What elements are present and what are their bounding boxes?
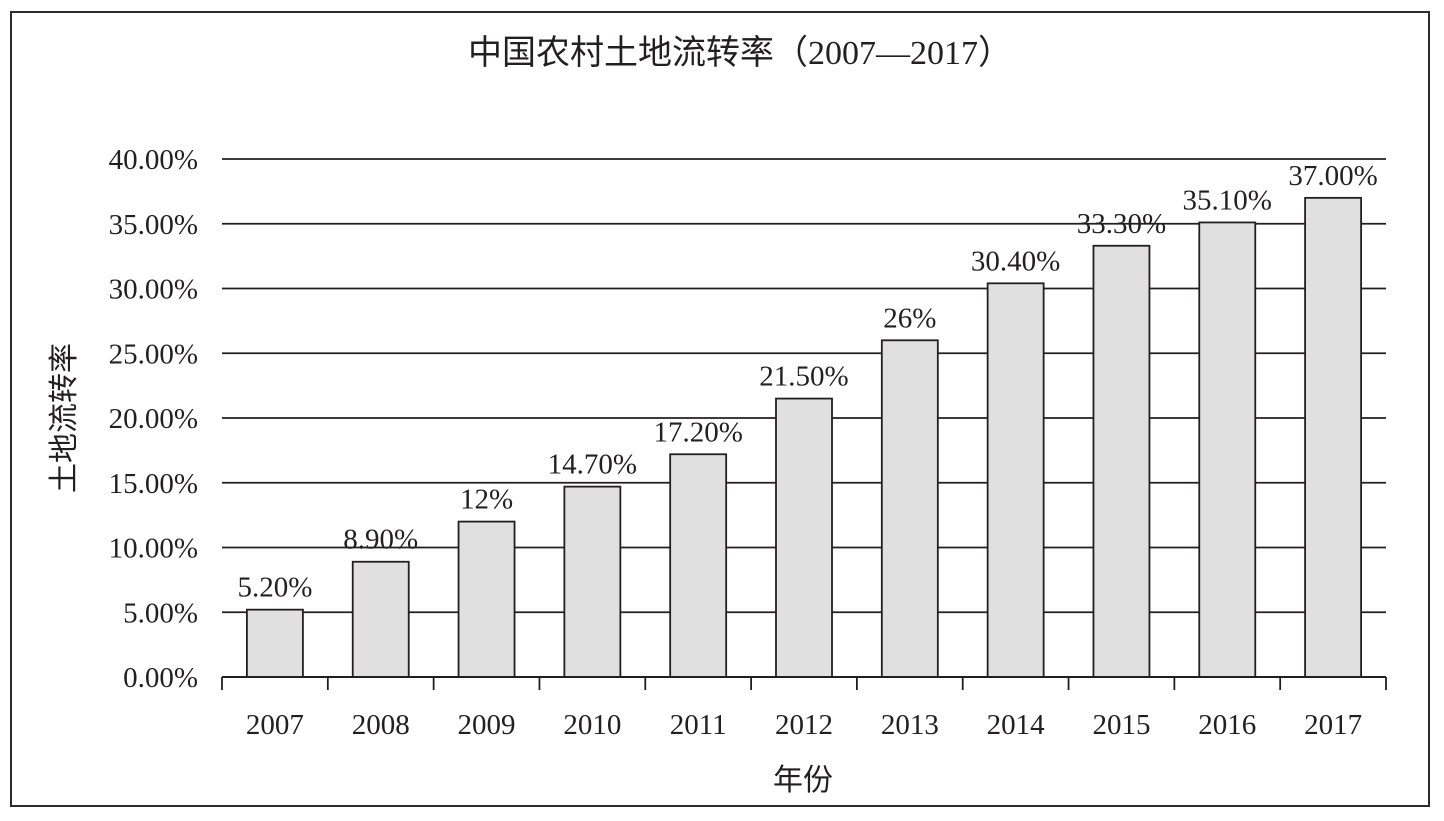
bar-2009 [457,520,516,678]
data-label-2014: 30.40% [971,245,1060,277]
y-tick-label: 15.00% [109,468,198,500]
x-tick-label: 2011 [670,709,727,741]
y-axis-tick-labels: 0.00% 5.00% 10.00% 15.00% 20.00% 25.00% 30.00%… [109,144,198,694]
x-tick-label: 2012 [775,709,833,741]
bar-2017 [1304,196,1362,678]
y-tick-label: 10.00% [109,533,198,565]
bar-2014 [986,282,1045,678]
y-tick-label: 0.00% [123,662,198,694]
data-label-2008: 8.90% [343,524,418,556]
y-tick-label: 20.00% [109,403,198,435]
x-tick-label: 2015 [1092,709,1150,741]
y-tick-label: 40.00% [109,144,198,176]
data-label-2010: 14.70% [548,449,637,481]
y-tick-label: 30.00% [109,274,198,306]
x-tick-label: 2016 [1198,709,1256,741]
bar-2010 [563,485,622,678]
x-tick-label: 2008 [352,709,410,741]
x-axis-tick-labels: 2007 2008 2009 2010 2011 2012 2013 2014 2015 2016… [246,709,1362,741]
bar-2015 [1092,244,1151,678]
data-label-2012: 21.50% [759,361,848,393]
x-tick-label: 2014 [987,709,1046,741]
y-tick-label: 5.00% [123,597,198,629]
bar-2012 [775,397,833,678]
bar-2016 [1198,221,1257,678]
x-tick-label: 2009 [458,709,516,741]
x-tick-label: 2017 [1304,709,1362,741]
y-axis-title: 土地流转率 [48,343,81,493]
chart-title: 中国农村土地流转率（2007—2017） [468,34,1012,72]
x-axis-title: 年份 [773,764,833,797]
data-label-2016: 35.10% [1183,184,1272,216]
data-label-2017: 37.00% [1288,160,1377,192]
data-label-2015: 33.30% [1077,208,1166,240]
bar-2013 [880,339,939,678]
x-tick-label: 2013 [881,709,939,741]
data-label-2011: 17.20% [653,416,742,448]
x-axis [221,676,1387,690]
bar-2008 [351,560,410,678]
data-label-2009: 12% [460,484,513,516]
x-tick-label: 2007 [246,709,304,741]
bar-2007 [246,608,304,678]
x-tick-label: 2010 [563,709,621,741]
data-label-2013: 26% [883,302,936,334]
data-label-2007: 5.20% [237,572,312,604]
y-tick-label: 35.00% [109,209,198,241]
data-labels: 5.20% 8.90% 12% 14.70% 17.20% 21.50% 26% 30.40%… [237,160,1377,604]
y-tick-label: 25.00% [109,338,198,370]
gridlines [222,158,1386,614]
chart-frame [10,11,1430,807]
bars [246,196,1362,678]
bar-2011 [669,453,728,678]
